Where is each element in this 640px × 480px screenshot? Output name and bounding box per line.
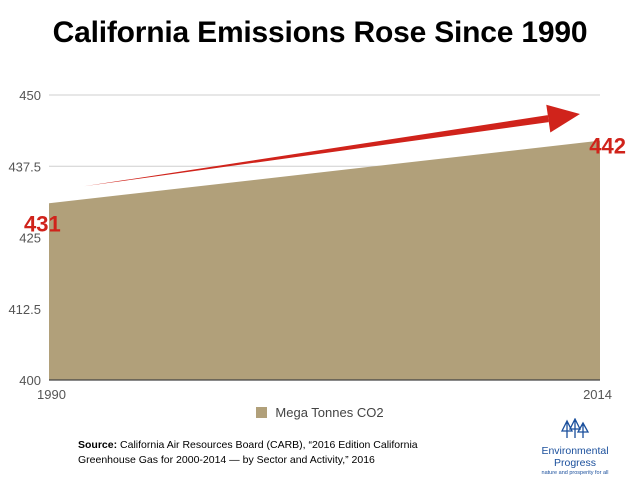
- trees-icon: [560, 417, 590, 438]
- logo: Environmental Progress nature and prospe…: [520, 417, 630, 477]
- y-tick-label: 425: [19, 231, 41, 246]
- x-tick-label: 1990: [37, 387, 66, 402]
- series-areas: [49, 140, 600, 380]
- y-tick-label: 437.5: [8, 159, 41, 174]
- chart-title: California Emissions Rose Since 1990: [52, 16, 588, 49]
- source-note: Source: California Air Resources Board (…: [78, 438, 478, 468]
- y-tick-label: 450: [19, 88, 41, 103]
- source-text: California Air Resources Board (CARB), “…: [78, 439, 418, 466]
- legend-label: Mega Tonnes CO2: [275, 405, 384, 420]
- logo-tagline: nature and prosperity for all: [541, 470, 609, 476]
- y-tick-label: 400: [19, 373, 41, 388]
- series-area: [49, 140, 600, 380]
- arrow-shaft: [84, 115, 549, 187]
- value-annotations: 431 442: [24, 134, 626, 237]
- y-tick-label: 412.5: [8, 302, 41, 317]
- annotation-end-value: 442: [589, 134, 626, 159]
- x-axis-tick-labels: 1990 2014: [37, 387, 612, 402]
- arrow-head: [546, 104, 580, 133]
- logo-name: Environmental Progress: [541, 445, 609, 469]
- source-label: Source:: [78, 439, 118, 451]
- y-axis-tick-labels: 450 437.5 425 412.5 400: [8, 88, 41, 388]
- x-tick-label: 2014: [583, 387, 612, 402]
- legend: Mega Tonnes CO2: [0, 405, 640, 420]
- legend-swatch: [256, 407, 268, 418]
- annotation-start-value: 431: [24, 211, 61, 236]
- trend-arrow: [84, 104, 580, 187]
